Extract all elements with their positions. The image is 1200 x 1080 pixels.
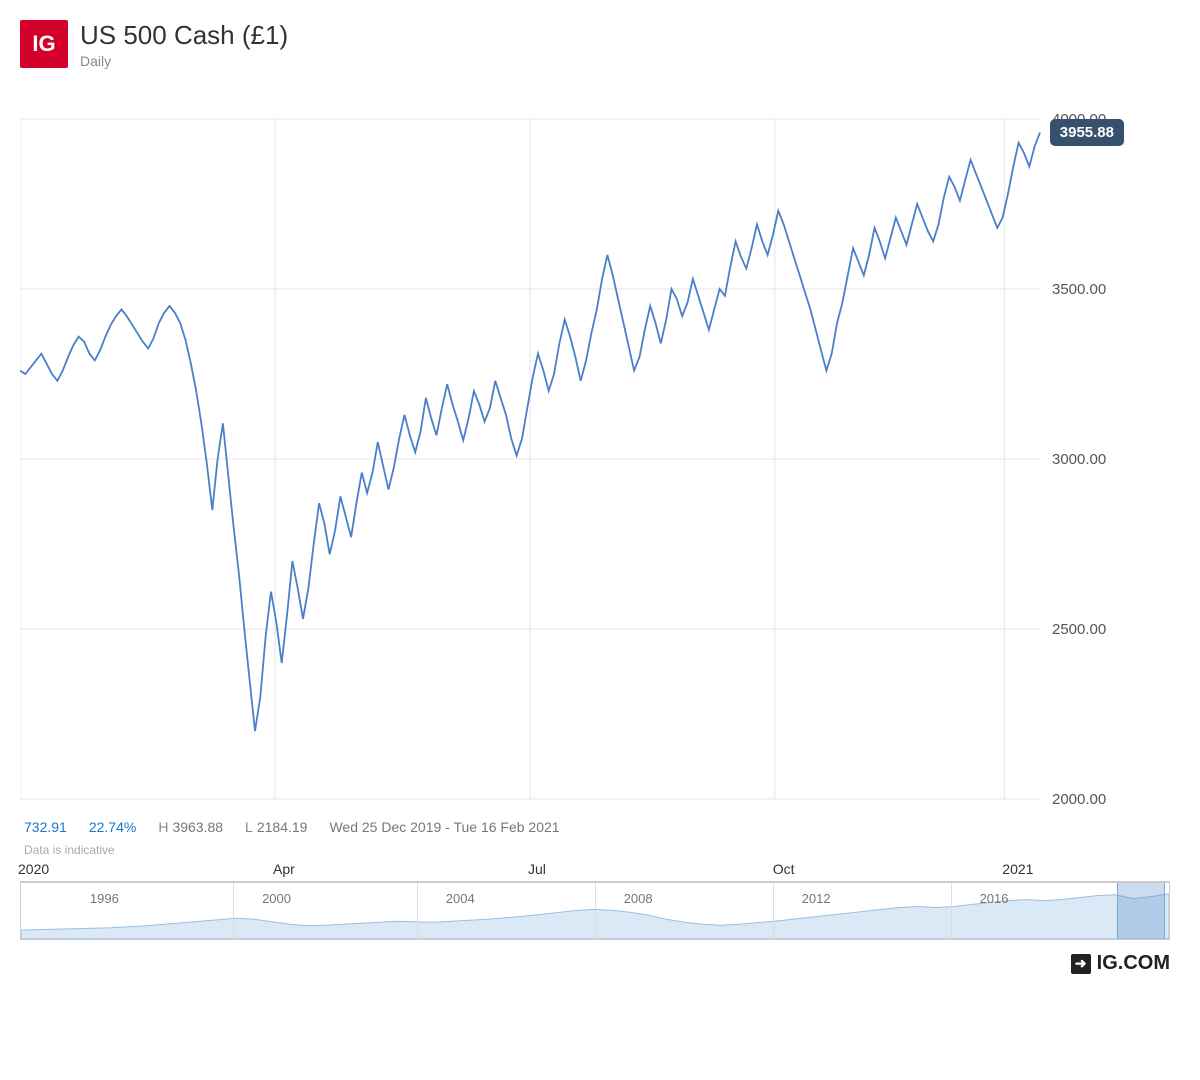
chart-container: IG US 500 Cash (£1) Daily 2000.00 2500.00…: [20, 20, 1170, 975]
stats-row: 732.91 22.74% H3963.88 L2184.19 Wed 25 D…: [20, 819, 1170, 835]
svg-text:3500.00: 3500.00: [1052, 281, 1106, 298]
time-axis-tick: 2020: [18, 861, 49, 877]
overview-range-selector[interactable]: 1996 2000 2004 2008 2012 2016: [20, 882, 1170, 940]
svg-text:2000.00: 2000.00: [1052, 791, 1106, 808]
change-percent: 22.74%: [89, 819, 136, 835]
svg-text:2500.00: 2500.00: [1052, 621, 1106, 638]
time-axis-tick: Oct: [773, 861, 795, 877]
arrow-icon: ➜: [1071, 954, 1091, 974]
change-absolute: 732.91: [24, 819, 67, 835]
interval-label: Daily: [80, 53, 288, 69]
overview-tick: 2000: [262, 891, 291, 906]
time-axis-tick: Apr: [273, 861, 295, 877]
overview-tick: 1996: [90, 891, 119, 906]
footer-brand: ➜ IG.COM: [20, 952, 1170, 975]
overview-tick: 2012: [802, 891, 831, 906]
price-chart-svg: 2000.002500.003000.003500.004000.00: [20, 109, 1120, 809]
high-stat: H3963.88: [158, 819, 223, 835]
overview-tick: 2004: [446, 891, 475, 906]
price-chart[interactable]: 2000.002500.003000.003500.004000.00 3955…: [20, 109, 1120, 809]
instrument-title: US 500 Cash (£1): [80, 20, 288, 51]
time-axis: 2020 Apr Jul Oct 2021: [20, 861, 1170, 882]
current-price-badge: 3955.88: [1050, 119, 1124, 146]
title-block: US 500 Cash (£1) Daily: [80, 20, 288, 69]
time-axis-tick: Jul: [528, 861, 546, 877]
overview-selection[interactable]: [1117, 883, 1165, 939]
data-indicative-note: Data is indicative: [24, 843, 1170, 857]
time-axis-tick: 2021: [1002, 861, 1033, 877]
date-range: Wed 25 Dec 2019 - Tue 16 Feb 2021: [329, 819, 559, 835]
overview-tick: 2008: [624, 891, 653, 906]
ig-logo: IG: [20, 20, 68, 68]
overview-tick: 2016: [980, 891, 1009, 906]
chart-header: IG US 500 Cash (£1) Daily: [20, 20, 1170, 69]
svg-text:3000.00: 3000.00: [1052, 451, 1106, 468]
brand-text: IG.COM: [1097, 952, 1170, 975]
low-stat: L2184.19: [245, 819, 307, 835]
